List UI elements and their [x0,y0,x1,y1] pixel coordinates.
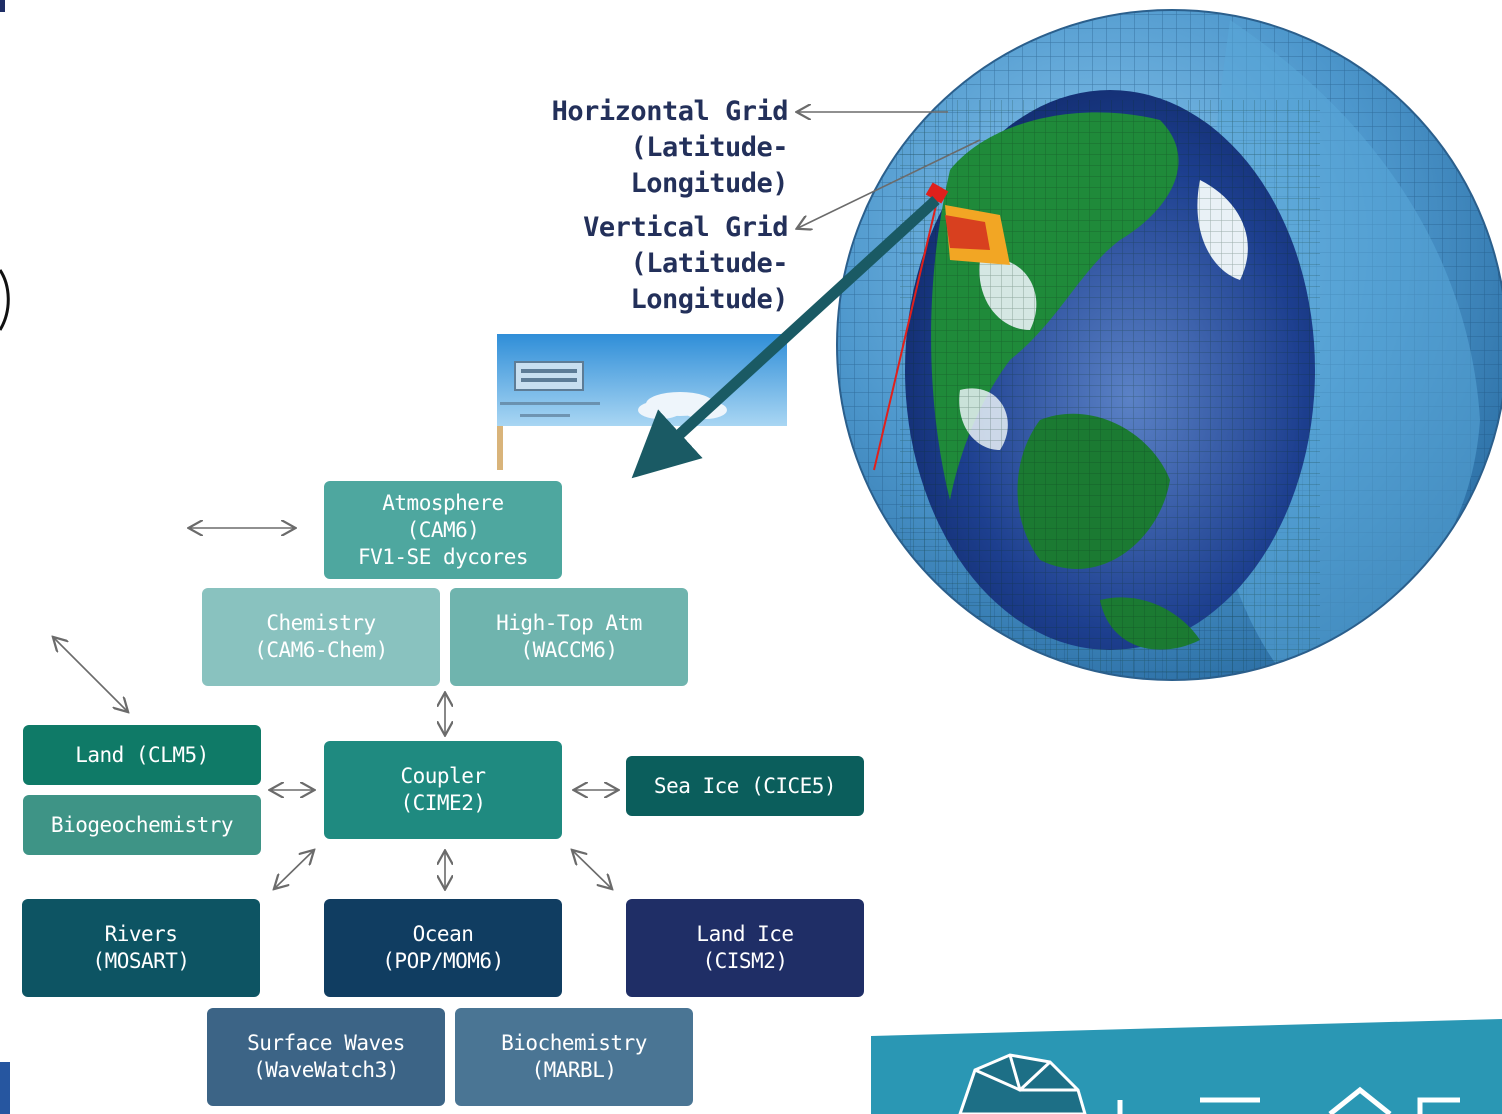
biogeochemistry-box: Biogeochemistry [23,795,261,855]
coupler-box: Coupler (CIME2) [324,741,562,839]
land-ice-box: Land Ice (CISM2) [626,899,864,997]
chemistry-box: Chemistry (CAM6-Chem) [202,588,440,686]
surface-waves-box: Surface Waves (WaveWatch3) [207,1008,445,1106]
vertical-grid-label: Vertical Grid (Latitude-Longitude) [583,212,788,315]
biochemistry-box: Biochemistry (MARBL) [455,1008,693,1106]
ocean-box: Ocean (POP/MOM6) [324,899,562,997]
atmosphere-box: Atmosphere (CAM6) FV1-SE dycores [324,481,562,579]
arrow-coupler-rivers [275,851,313,888]
arrow-vertical-grid [798,139,981,228]
horizontal-grid-label: Horizontal Grid (Latitude-Longitude) [551,96,789,199]
rivers-box: Rivers (MOSART) [22,899,260,997]
high-top-atm-box: High-Top Atm (WACCM6) [450,588,688,686]
arrow-diagonal-left-top [54,638,127,711]
sea-ice-box: Sea Ice (CICE5) [626,756,864,816]
logo-icon [958,1053,1087,1114]
arrow-grid-to-model [631,195,940,479]
arrow-coupler-landice [573,851,611,888]
land-box: Land (CLM5) [23,725,261,785]
